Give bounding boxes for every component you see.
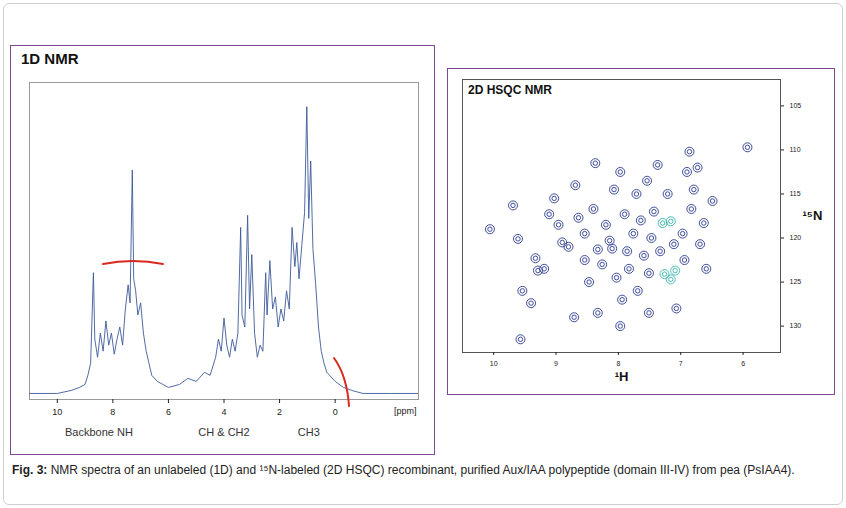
svg-text:6: 6: [166, 407, 171, 417]
svg-text:110: 110: [790, 146, 801, 153]
svg-text:9: 9: [554, 360, 558, 367]
svg-text:¹⁵N: ¹⁵N: [803, 208, 823, 223]
svg-text:125: 125: [790, 278, 802, 285]
svg-text:Backbone NH: Backbone NH: [65, 426, 133, 438]
svg-text:[ppm]: [ppm]: [394, 406, 417, 416]
svg-text:115: 115: [790, 190, 801, 197]
svg-text:8: 8: [110, 407, 115, 417]
html-text:2D HSQC NMR: 2D HSQC NMR: [468, 83, 552, 97]
svg-text:¹H: ¹H: [615, 369, 629, 384]
svg-text:105: 105: [790, 102, 802, 109]
html-text:1D NMR: 1D NMR: [21, 50, 79, 67]
svg-text:0: 0: [333, 407, 338, 417]
svg-text:CH & CH2: CH & CH2: [198, 426, 249, 438]
svg-text:120: 120: [790, 234, 802, 241]
svg-text:10: 10: [490, 360, 498, 367]
svg-text:CH3: CH3: [298, 426, 320, 438]
html-text:Fig. 3: NMR spectra of an unla: Fig. 3: NMR spectra of an unlabeled (1D)…: [12, 463, 795, 477]
svg-text:10: 10: [52, 407, 62, 417]
svg-text:8: 8: [616, 360, 620, 367]
svg-text:130: 130: [790, 322, 802, 329]
svg-text:4: 4: [221, 407, 226, 417]
svg-text:6: 6: [741, 360, 745, 367]
svg-text:2: 2: [277, 407, 282, 417]
svg-text:7: 7: [679, 360, 683, 367]
